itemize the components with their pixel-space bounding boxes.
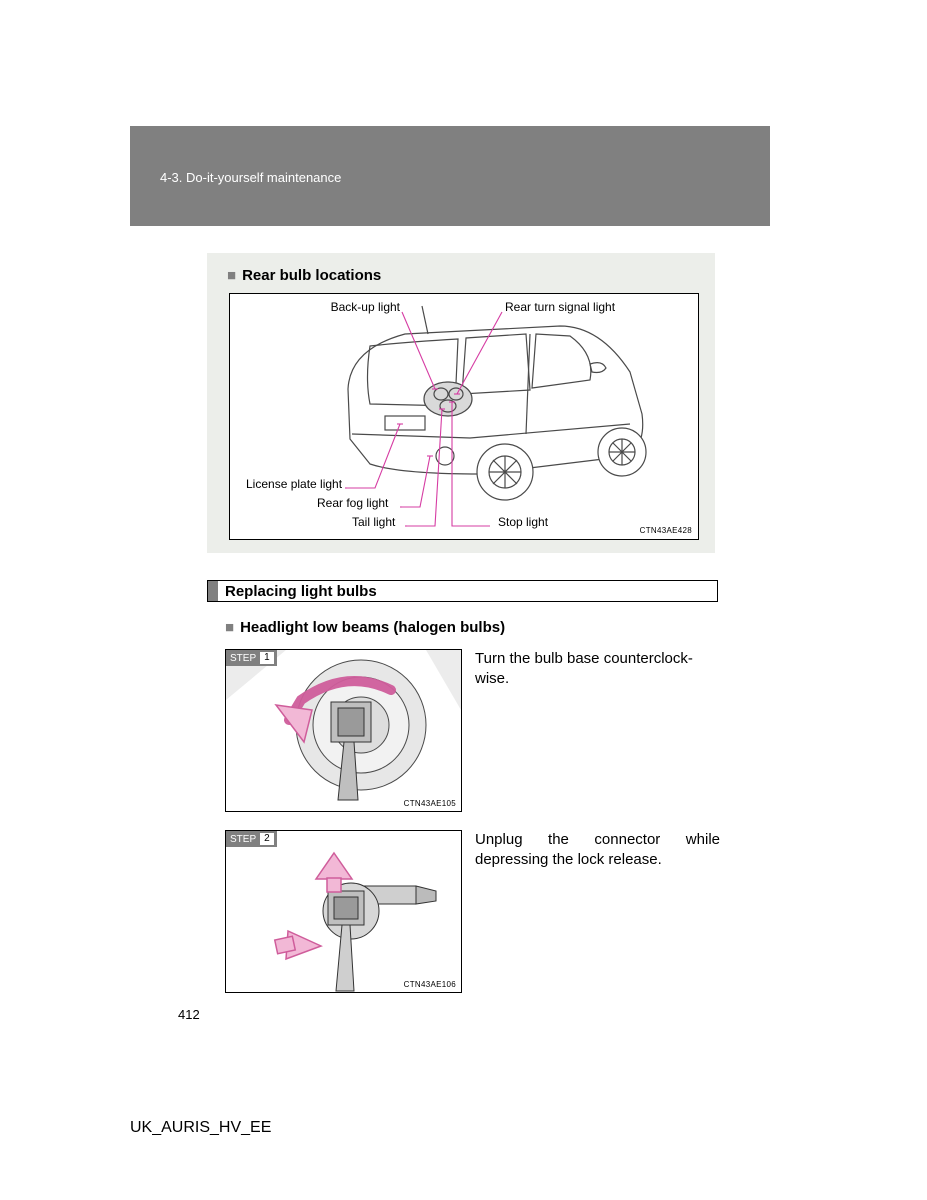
figure-code-2: CTN43AE106 [404, 980, 456, 989]
square-bullet-icon: ■ [227, 267, 236, 284]
label-rear-turn-signal: Rear turn signal light [505, 300, 615, 314]
header-bar: 4-3. Do-it-yourself maintenance [130, 126, 770, 226]
section-title: Replacing light bulbs [225, 583, 377, 600]
step-1-text: Turn the bulb base counterclock-wise. [475, 649, 720, 690]
section-replacing-bulbs: Replacing light bulbs [207, 580, 718, 602]
step-number: 2 [260, 833, 274, 845]
square-bullet-icon: ■ [225, 619, 234, 636]
label-stop-light: Stop light [498, 515, 548, 529]
label-tail-light: Tail light [352, 515, 395, 529]
manual-page: 4-3. Do-it-yourself maintenance ■Rear bu… [0, 0, 927, 1200]
header-section-label: 4-3. Do-it-yourself maintenance [160, 170, 341, 185]
label-rear-fog-light: Rear fog light [317, 496, 388, 510]
document-code: UK_AURIS_HV_EE [130, 1119, 271, 1137]
step-2-text: Unplug the connector while depressing th… [475, 830, 720, 871]
rear-bulb-diagram: Back-up light Rear turn signal light Lic… [229, 293, 699, 540]
car-rear-svg [230, 294, 698, 539]
section-flag-icon [208, 581, 218, 601]
step-number: 1 [260, 652, 274, 664]
diagram-code-rear: CTN43AE428 [640, 526, 692, 535]
step-1-figure: STEP 1 [225, 649, 462, 812]
step2-svg [226, 831, 461, 992]
step-tag: STEP 2 [226, 831, 277, 847]
label-backup-light: Back-up light [331, 300, 400, 314]
step1-svg [226, 650, 461, 811]
rear-bulb-title: ■Rear bulb locations [227, 267, 381, 284]
page-number: 412 [178, 1007, 200, 1022]
sub-heading-headlight: ■Headlight low beams (halogen bulbs) [225, 619, 505, 636]
step-2-figure: STEP 2 [225, 830, 462, 993]
label-license-plate-light: License plate light [246, 477, 342, 491]
step-1-block: STEP 1 [225, 649, 720, 812]
step-tag: STEP 1 [226, 650, 277, 666]
step-2-block: STEP 2 [225, 830, 720, 993]
figure-code-1: CTN43AE105 [404, 799, 456, 808]
rear-bulb-panel: ■Rear bulb locations [207, 253, 715, 553]
